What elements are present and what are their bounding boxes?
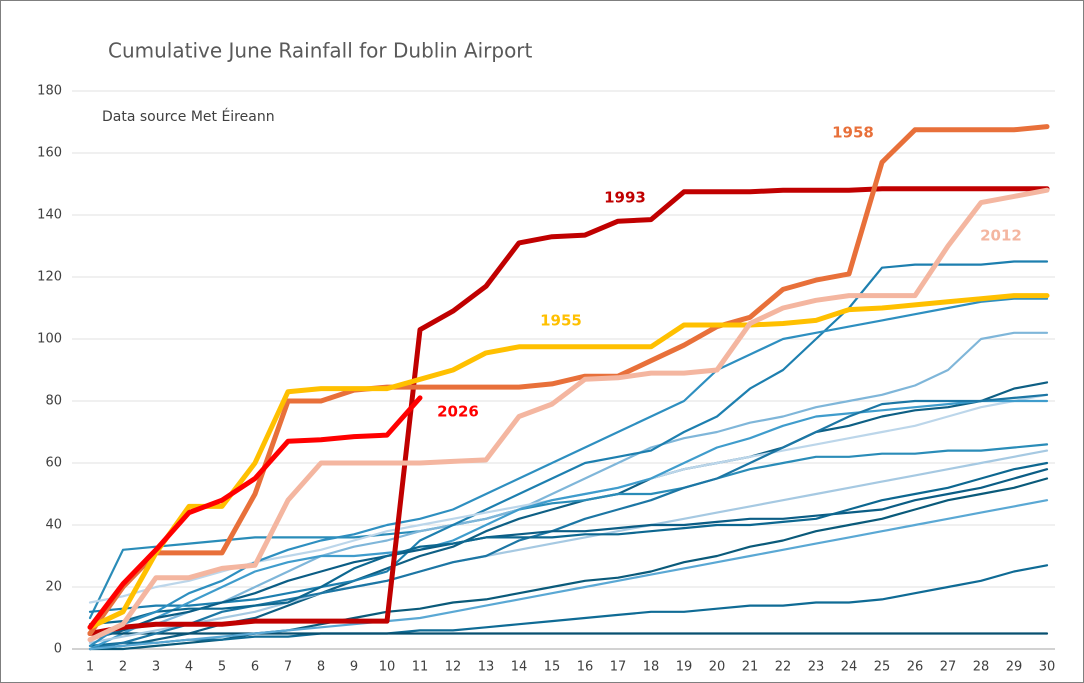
- series-label: 2026: [437, 403, 479, 421]
- y-tick-label: 40: [45, 518, 62, 533]
- y-tick-label: 100: [37, 332, 62, 347]
- year-line: [88, 468, 1049, 641]
- y-tick-label: 20: [45, 580, 62, 595]
- year-line: [88, 461, 1049, 626]
- x-tick-label: 27: [940, 660, 957, 675]
- highlight-line: [87, 293, 1050, 630]
- x-tick-label: 13: [478, 660, 495, 675]
- chart-title: Cumulative June Rainfall for Dublin Airp…: [108, 39, 533, 63]
- x-tick-label: 5: [218, 660, 226, 675]
- x-tick-label: 26: [907, 660, 924, 675]
- x-tick-label: 11: [412, 660, 429, 675]
- y-tick-label: 0: [54, 642, 62, 657]
- year-line: [88, 381, 1049, 651]
- series-label: 1958: [832, 124, 874, 142]
- x-tick-label: 15: [544, 660, 561, 675]
- year-line: [88, 260, 1049, 613]
- x-tick-label: 23: [808, 660, 825, 675]
- x-tick-label: 4: [185, 660, 193, 675]
- x-tick-label: 14: [511, 660, 528, 675]
- labels: 1993 1958 1955 2012 2026: [437, 124, 1022, 421]
- year-line: [88, 449, 1049, 644]
- x-tick-label: 20: [709, 660, 726, 675]
- x-tick-label: 29: [1006, 660, 1023, 675]
- x-tick-label: 19: [676, 660, 693, 675]
- year-line: [88, 499, 1049, 651]
- series-label: 1955: [540, 312, 582, 330]
- x-tick-label: 12: [445, 660, 462, 675]
- y-tick-label: 180: [37, 84, 62, 99]
- highlight-line: [87, 395, 423, 630]
- year-line: [88, 331, 1049, 635]
- x-tick-label: 25: [874, 660, 891, 675]
- x-tick-label: 22: [775, 660, 792, 675]
- x-tick-label: 3: [152, 660, 160, 675]
- highlight-line: [87, 124, 1050, 636]
- x-tick-label: 30: [1039, 660, 1056, 675]
- x-tick-label: 1: [86, 660, 94, 675]
- x-tick-label: 28: [973, 660, 990, 675]
- series-label: 1993: [604, 189, 646, 207]
- x-tick-label: 24: [841, 660, 858, 675]
- lines: [87, 124, 1050, 651]
- x-tick-label: 18: [643, 660, 660, 675]
- x-tick-label: 16: [577, 660, 594, 675]
- highlight-line: [87, 187, 1050, 643]
- x-tick-label: 10: [379, 660, 396, 675]
- x-tick-label: 8: [317, 660, 325, 675]
- year-line: [88, 399, 1049, 651]
- x-tick-label: 7: [284, 660, 292, 675]
- y-tick-label: 120: [37, 270, 62, 285]
- source-note: Data source Met Éireann: [102, 108, 275, 125]
- y-tick-label: 80: [45, 394, 62, 409]
- year-line: [88, 443, 1049, 620]
- x-tick-label: 21: [742, 660, 759, 675]
- x-tick-label: 2: [119, 660, 127, 675]
- x-tick-label: 9: [350, 660, 358, 675]
- y-tick-label: 160: [37, 146, 62, 161]
- year-line: [88, 564, 1049, 647]
- x-tick-label: 17: [610, 660, 627, 675]
- series-label: 2012: [980, 227, 1022, 245]
- x-tick-label: 6: [251, 660, 259, 675]
- y-tick-label: 60: [45, 456, 62, 471]
- highlight-line: [87, 186, 1050, 636]
- y-tick-label: 140: [37, 208, 62, 223]
